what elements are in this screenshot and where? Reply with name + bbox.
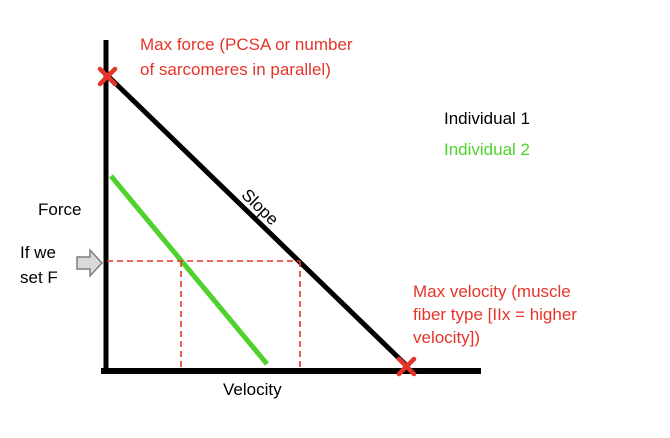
annotation-set-f: If we set F [20,243,58,287]
x-mark-stroke [396,356,417,377]
legend-individual-1: Individual 1 [444,109,531,128]
legend: Individual 1 Individual 2 [444,107,530,161]
x-axis-label: Velocity [223,380,282,399]
y-axis-label: Force [38,200,82,219]
individual-2-line [109,174,269,366]
legend-individual-2: Individual 2 [444,140,531,159]
dashed-guides [107,260,301,370]
set-f-arrow-icon [76,248,104,278]
annotation-max-velocity: Max velocity (muscle fiber type [IIx = h… [413,282,577,347]
x-mark-stroke [97,66,118,87]
max-velocity-x-mark [396,356,417,377]
annotation-max-force: Max force (PCSA or number of sarcomeres … [140,35,353,79]
individual-1-line [107,75,409,368]
max-force-x-mark [97,66,118,87]
